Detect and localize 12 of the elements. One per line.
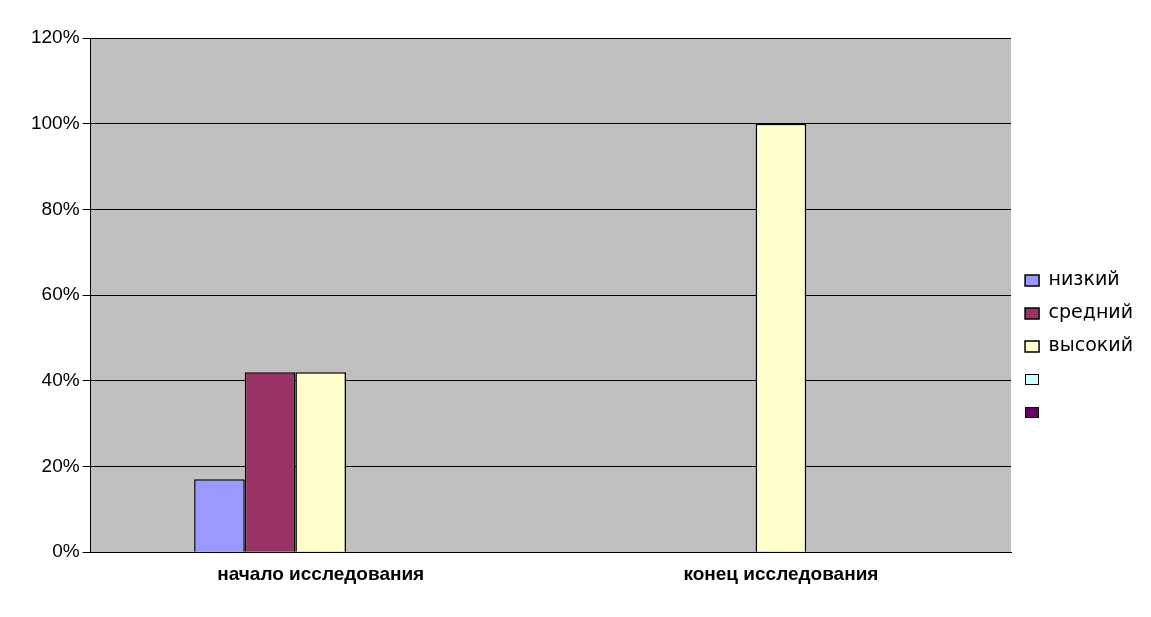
y-tick-label: 20%	[41, 454, 80, 476]
y-tick-label: 40%	[41, 369, 80, 391]
legend-label: высокий	[1048, 333, 1133, 356]
y-tick-label: 120%	[30, 26, 80, 48]
legend-label: средний	[1048, 300, 1133, 323]
legend-label: низкий	[1048, 267, 1120, 290]
y-tick-label: 60%	[41, 283, 80, 305]
x-tick-label: конец исследования	[683, 562, 879, 584]
y-tick-label: 0%	[52, 540, 80, 562]
y-tick-label: 80%	[41, 197, 80, 219]
x-tick-label: начало исследования	[217, 562, 425, 584]
y-tick-label: 100%	[30, 111, 80, 133]
